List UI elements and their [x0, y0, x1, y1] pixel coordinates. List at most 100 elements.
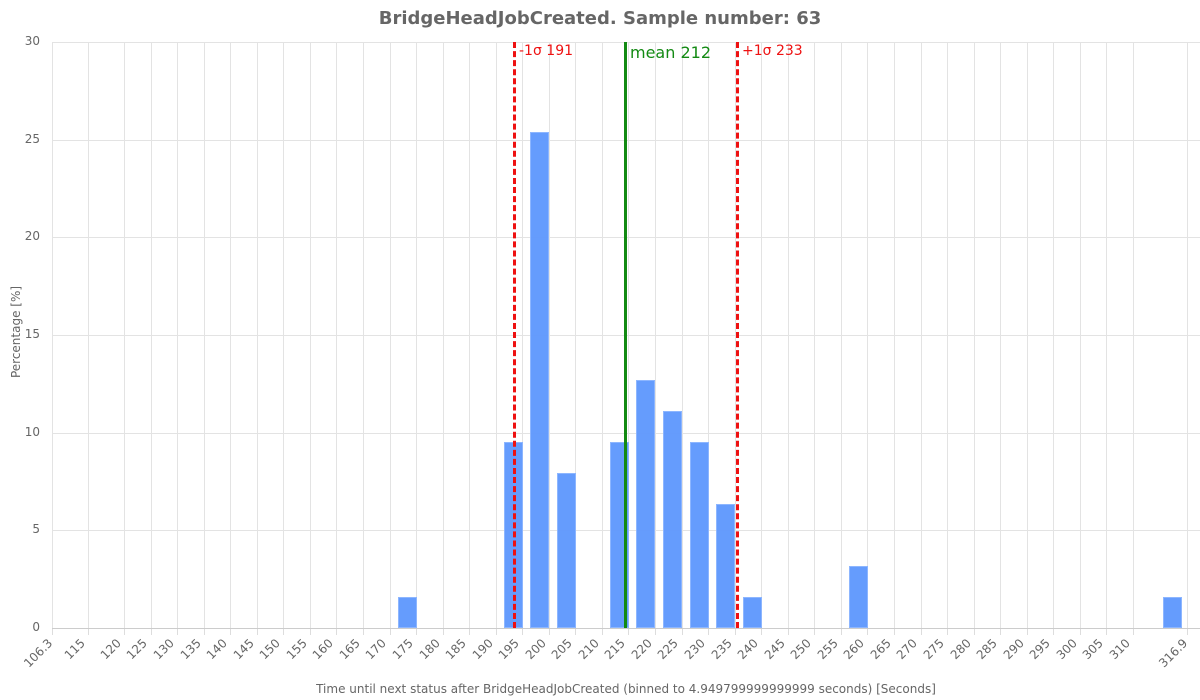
x-gridline [362, 42, 364, 628]
x-tickmark [1132, 629, 1134, 635]
y-tick-label: 15 [24, 327, 40, 341]
x-tick-label: 170 [363, 636, 390, 663]
x-tickmark [628, 629, 630, 635]
x-gridline [1026, 42, 1028, 628]
x-tick-label: 160 [310, 636, 337, 663]
x-gridline [283, 42, 285, 628]
x-tickmark [1106, 629, 1108, 635]
x-tickmark [442, 629, 444, 635]
x-tickmark [230, 629, 232, 635]
x-gridline [655, 42, 656, 628]
x-tick-label: 265 [867, 636, 894, 663]
x-tickmark [973, 629, 975, 635]
x-tickmark [177, 629, 179, 635]
x-tick-label: 220 [628, 636, 655, 663]
x-gridline [575, 42, 577, 628]
minus-sigma-label: -1σ 191 [519, 43, 574, 59]
x-tick-label: 165 [336, 636, 363, 663]
x-gridline [840, 42, 842, 628]
x-tick-label: 255 [814, 636, 841, 663]
x-tickmark [150, 629, 152, 635]
histogram-bar [397, 596, 417, 628]
x-gridline [893, 42, 895, 628]
x-tick-label: 185 [442, 636, 469, 663]
histogram-bar [556, 472, 576, 628]
x-tickmark [283, 629, 285, 635]
x-tick-label: 200 [522, 636, 549, 663]
x-tick-label: 106.3 [20, 636, 56, 671]
histogram-bar [530, 131, 550, 628]
x-tickmark [203, 629, 205, 635]
histogram-bar [689, 442, 709, 628]
plot-area: -1σ 191 mean 212 +1σ 233 [52, 42, 1200, 635]
x-tick-label: 280 [947, 636, 974, 663]
x-gridline [416, 42, 418, 628]
x-tick-label: 120 [97, 636, 124, 663]
x-gridline [1053, 42, 1055, 628]
histogram-bar [716, 503, 736, 628]
x-gridline [495, 42, 497, 628]
x-tick-label: 245 [761, 636, 788, 663]
x-tickmark [761, 629, 763, 635]
x-tickmark [52, 629, 53, 635]
x-tick-label: 195 [495, 636, 522, 663]
x-tick-label: 190 [469, 636, 496, 663]
y-tick-label: 10 [24, 424, 40, 439]
x-tick-label: 305 [1080, 636, 1107, 663]
x-tick-label: 250 [787, 636, 815, 663]
x-tickmark [88, 629, 89, 635]
x-tick-label: 125 [124, 636, 151, 663]
x-tick-label: 155 [283, 636, 310, 663]
x-gridline [442, 42, 444, 628]
x-tickmark [840, 629, 842, 635]
x-gridline [734, 42, 736, 628]
x-tickmark [389, 629, 391, 635]
x-tickmark [416, 629, 418, 635]
x-axis-line [52, 628, 1200, 629]
x-tickmark [814, 629, 816, 635]
x-tick-label: 130 [150, 636, 177, 663]
x-tick-label: 205 [549, 636, 576, 663]
x-gridline [814, 42, 816, 628]
x-tickmark [655, 629, 656, 635]
x-tick-label: 290 [1000, 636, 1027, 663]
x-tick-label: 270 [894, 636, 921, 663]
x-gridline [1000, 42, 1002, 628]
x-tickmark [787, 629, 789, 635]
x-tickmark [124, 629, 125, 635]
x-tickmark [920, 629, 922, 635]
x-tickmark [575, 629, 577, 635]
minus-sigma-line [513, 42, 516, 628]
x-tick-label: 295 [1026, 636, 1053, 663]
histogram-bar [636, 379, 656, 628]
x-tick-label: 316.9 [1155, 636, 1191, 671]
x-gridline [601, 42, 603, 628]
x-tick-label: 310 [1106, 636, 1133, 663]
x-gridline [177, 42, 179, 628]
x-gridline [973, 42, 975, 628]
x-tickmark [1187, 629, 1188, 635]
x-gridline [389, 42, 391, 628]
y-tick-label: 5 [32, 522, 40, 537]
x-tick-label: 210 [575, 636, 602, 663]
histogram-bar [1163, 596, 1182, 628]
chart-title: BridgeHeadJobCreated. Sample number: 63 [378, 8, 822, 29]
y-tick-label: 20 [24, 229, 40, 244]
y-tick-label: 0 [32, 620, 40, 634]
x-axis-title: Time until next status after BridgeHeadJ… [316, 682, 936, 696]
x-gridline [548, 42, 550, 628]
x-tick-label: 275 [920, 636, 947, 663]
x-tick-label: 115 [61, 636, 88, 663]
x-tick-label: 145 [230, 636, 257, 663]
x-tick-label: 225 [655, 636, 682, 663]
x-tickmark [708, 629, 710, 635]
x-tickmark [867, 629, 869, 635]
x-gridline [309, 42, 311, 628]
x-tick-label: 260 [841, 636, 868, 663]
x-gridline [203, 42, 205, 628]
plus-sigma-label: +1σ 233 [742, 43, 803, 59]
x-tickmark [362, 629, 364, 635]
x-tick-label: 300 [1053, 636, 1080, 663]
x-gridline [787, 42, 789, 628]
x-tickmark [1079, 629, 1081, 635]
